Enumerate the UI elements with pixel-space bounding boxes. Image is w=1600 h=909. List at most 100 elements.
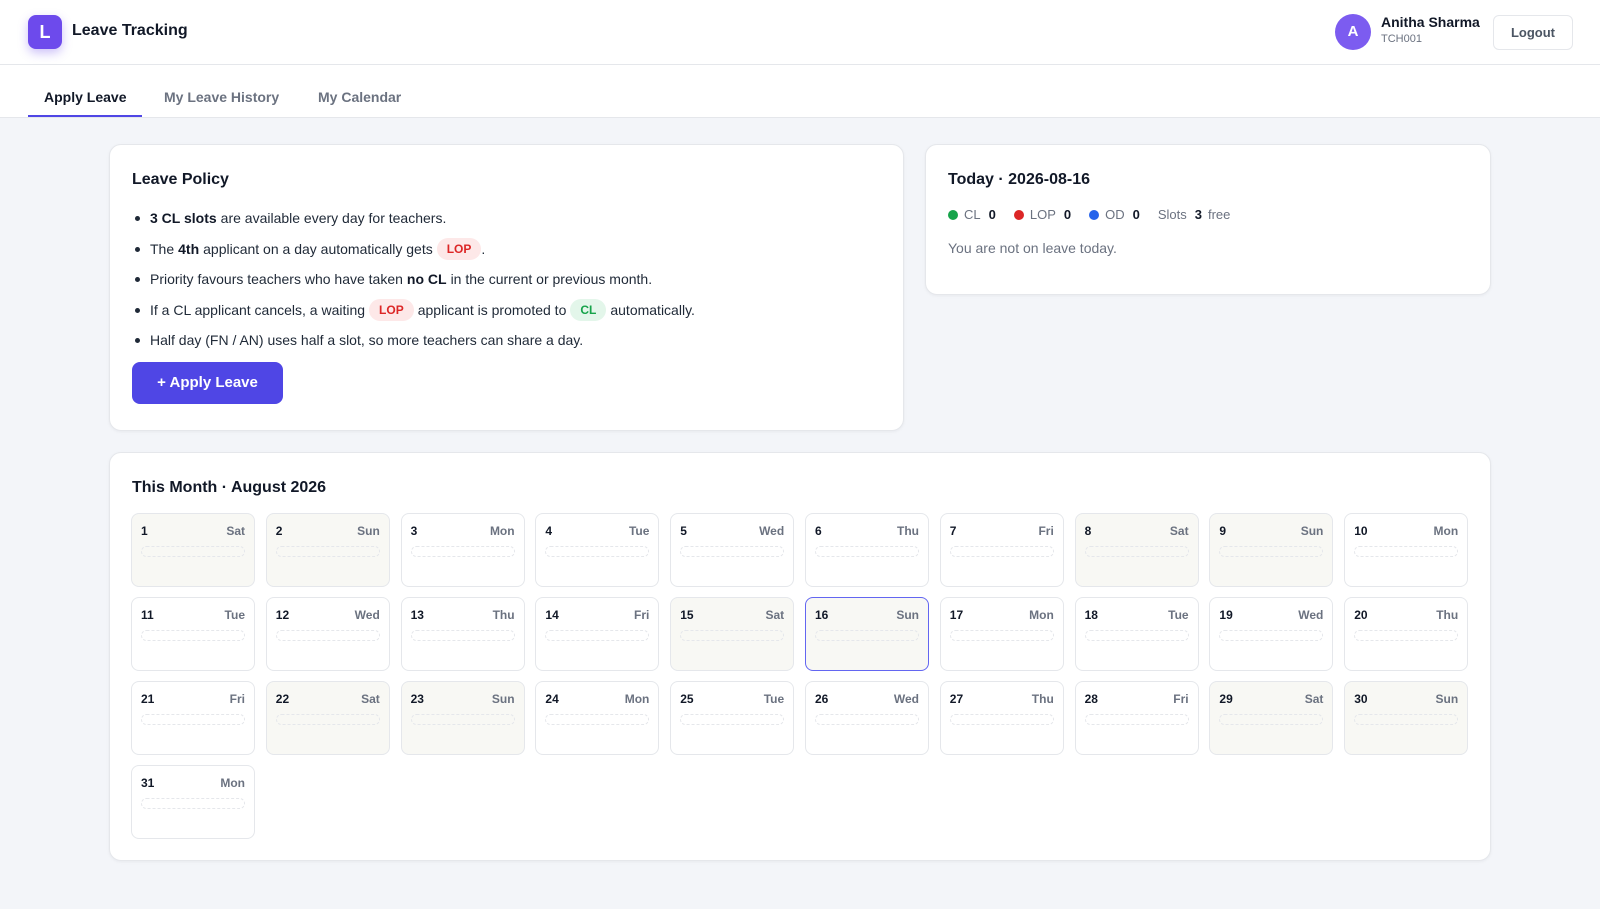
stat-od: OD 0 xyxy=(1089,207,1140,222)
calendar-day-number: 21 xyxy=(141,692,155,706)
calendar-day-cell[interactable]: 22 Sat xyxy=(265,681,390,755)
calendar-weekday: Wed xyxy=(354,608,380,622)
calendar-day-number: 28 xyxy=(1084,692,1098,706)
calendar-day-number: 5 xyxy=(680,524,687,538)
month-calendar-card: This Month · August 2026 1 Sat 2 Sun 3 Mon 4 Tu… xyxy=(109,452,1491,861)
calendar-day-number: 18 xyxy=(1084,608,1098,622)
calendar-day-cell[interactable]: 5 Wed xyxy=(670,513,795,587)
stat-value: 0 xyxy=(1132,207,1140,222)
calendar-day-cell[interactable]: 24 Mon xyxy=(535,681,660,755)
calendar-weekday: Sun xyxy=(1435,692,1459,706)
calendar-day-cell[interactable]: 2 Sun xyxy=(265,513,390,587)
logout-button[interactable]: Logout xyxy=(1493,15,1573,50)
calendar-day-cell[interactable]: 18 Tue xyxy=(1074,597,1199,671)
calendar-day-cell[interactable]: 4 Tue xyxy=(535,513,660,587)
calendar-slot-placeholder xyxy=(815,630,919,641)
calendar-day-cell[interactable]: 29 Sat xyxy=(1209,681,1334,755)
calendar-slot-placeholder xyxy=(680,714,785,725)
calendar-day-cell[interactable]: 8 Sat xyxy=(1074,513,1199,587)
calendar-day-number: 12 xyxy=(275,608,290,622)
cl-badge: CL xyxy=(570,298,607,321)
calendar-slot-placeholder xyxy=(949,630,1054,641)
policy-text: Priority favours teachers who have taken xyxy=(150,271,403,288)
calendar-day-number: 22 xyxy=(275,692,290,706)
policy-text: Half day (FN / AN) uses half a slot, so … xyxy=(150,332,584,349)
calendar-day-number: 16 xyxy=(815,608,829,622)
today-title: Today · 2026-08-16 xyxy=(948,171,1090,188)
lop-badge: LOP xyxy=(436,237,482,260)
calendar-day-cell[interactable]: 28 Fri xyxy=(1074,681,1199,755)
calendar-day-cell[interactable]: 6 Thu xyxy=(805,513,929,587)
calendar-slot-placeholder xyxy=(1084,546,1189,557)
calendar-slot-placeholder xyxy=(410,714,515,725)
calendar-day-cell[interactable]: 25 Tue xyxy=(670,681,795,755)
calendar-day-cell[interactable]: 11 Tue xyxy=(131,597,255,671)
calendar-day-number: 20 xyxy=(1354,608,1368,622)
calendar-day-cell[interactable]: 10 Mon xyxy=(1344,513,1469,587)
policy-text: in the current or previous month. xyxy=(450,271,653,288)
od-dot-icon xyxy=(1089,209,1100,220)
calendar-day-cell[interactable]: 31 Mon xyxy=(131,765,255,839)
calendar-day-number: 10 xyxy=(1354,524,1368,538)
calendar-day-cell[interactable]: 9 Sun xyxy=(1209,513,1334,587)
calendar-slot-placeholder xyxy=(141,546,245,557)
calendar-day-number: 3 xyxy=(410,524,418,538)
calendar-day-cell[interactable]: 13 Thu xyxy=(400,597,525,671)
calendar-day-cell[interactable]: 30 Sun xyxy=(1344,681,1469,755)
calendar-weekday: Thu xyxy=(1031,692,1054,706)
slots-suffix: free xyxy=(1207,207,1231,222)
calendar-day-cell[interactable]: 1 Sat xyxy=(131,513,255,587)
calendar-weekday: Sat xyxy=(765,608,785,622)
calendar-day-cell[interactable]: 14 Fri xyxy=(535,597,660,671)
calendar-slot-placeholder xyxy=(1219,546,1324,557)
calendar-weekday: Thu xyxy=(1436,608,1459,622)
calendar-day-cell[interactable]: 19 Wed xyxy=(1209,597,1334,671)
calendar-day-cell[interactable]: 17 Mon xyxy=(939,597,1064,671)
policy-text: applicant on a day automatically gets xyxy=(203,240,433,257)
calendar-day-cell[interactable]: 23 Sun xyxy=(400,681,525,755)
calendar-day-number: 6 xyxy=(815,524,822,538)
calendar-day-cell[interactable]: 20 Thu xyxy=(1344,597,1469,671)
policy-item: The 4th applicant on a day automatically… xyxy=(132,234,872,265)
stat-slots: Slots 3 free xyxy=(1158,207,1231,222)
calendar-day-cell[interactable]: 15 Sat xyxy=(670,597,795,671)
policy-text: The xyxy=(150,240,175,257)
leave-policy-title: Leave Policy xyxy=(132,171,229,188)
tab-my-calendar[interactable]: My Calendar xyxy=(318,89,402,105)
calendar-day-number: 24 xyxy=(545,692,559,706)
calendar-day-number: 29 xyxy=(1219,692,1233,706)
tab-my-leave-history[interactable]: My Leave History xyxy=(164,89,280,105)
calendar-weekday: Thu xyxy=(492,608,515,622)
lop-dot-icon xyxy=(1013,209,1024,220)
calendar-slot-placeholder xyxy=(680,546,785,557)
apply-leave-button[interactable]: + Apply Leave xyxy=(132,362,283,404)
calendar-weekday: Fri xyxy=(1038,524,1054,538)
calendar-weekday: Mon xyxy=(624,692,650,706)
calendar-day-cell[interactable]: 21 Fri xyxy=(131,681,255,755)
calendar-day-cell[interactable]: 7 Fri xyxy=(939,513,1064,587)
calendar-day-number: 9 xyxy=(1219,524,1227,538)
tab-apply-leave[interactable]: Apply Leave xyxy=(44,89,127,105)
cl-dot-icon xyxy=(948,209,958,220)
calendar-slot-placeholder xyxy=(949,546,1054,557)
calendar-slot-placeholder xyxy=(1354,546,1459,557)
calendar-weekday: Sat xyxy=(1169,524,1189,538)
today-stats: CL 0 LOP 0 OD 0 Slots 3 free xyxy=(948,207,1248,222)
calendar-day-cell[interactable]: 16 Sun xyxy=(805,597,929,671)
lop-badge: LOP xyxy=(369,298,414,321)
calendar-weekday: Wed xyxy=(759,524,785,538)
top-bar: L Leave Tracking A Anitha Sharma TCH001 … xyxy=(0,0,1600,65)
calendar-day-cell[interactable]: 3 Mon xyxy=(400,513,525,587)
calendar-weekday: Tue xyxy=(1168,608,1189,622)
calendar-day-cell[interactable]: 26 Wed xyxy=(805,681,929,755)
calendar-weekday: Sun xyxy=(896,608,919,622)
today-card: Today · 2026-08-16 CL 0 LOP 0 OD 0 Slots… xyxy=(925,144,1491,295)
calendar-slot-placeholder xyxy=(141,630,245,641)
calendar-title: This Month · August 2026 xyxy=(132,479,327,496)
calendar-slot-placeholder xyxy=(545,546,650,557)
calendar-weekday: Fri xyxy=(634,608,650,622)
stat-value: 0 xyxy=(1063,207,1072,222)
slots-label: Slots xyxy=(1157,207,1187,222)
calendar-day-cell[interactable]: 27 Thu xyxy=(939,681,1064,755)
calendar-day-cell[interactable]: 12 Wed xyxy=(265,597,390,671)
